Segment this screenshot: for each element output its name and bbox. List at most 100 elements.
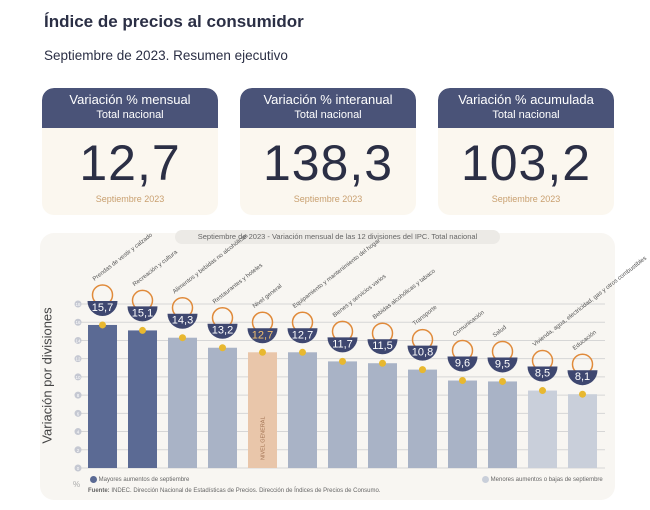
page-title: Índice de precios al consumidor: [44, 12, 304, 31]
card-scope: Total nacional: [294, 109, 362, 121]
y-tick-marker: [74, 446, 82, 454]
bar: [568, 394, 597, 468]
bar-top-dot: [299, 348, 306, 356]
y-tick-label: 16: [75, 320, 81, 325]
bar: [368, 363, 397, 468]
bar-value-label: 12,7: [252, 329, 273, 341]
value-bowl: [327, 337, 358, 353]
value-bowl: [127, 306, 158, 322]
bar-value-label: 8,1: [575, 371, 590, 383]
card-yearly: Variación % interanual Total nacional 138…: [240, 88, 416, 215]
y-tick-marker: [74, 355, 82, 363]
card-title: Variación % acumulada: [458, 92, 594, 107]
value-bowl: [487, 357, 518, 373]
bar: [208, 347, 237, 468]
y-tick-marker: [74, 391, 82, 399]
category-label: Transporte: [412, 304, 439, 327]
source-text: INDEC. Dirección Nacional de Estadística…: [111, 488, 381, 494]
card-scope: Total nacional: [492, 109, 560, 121]
y-tick-label: 10: [75, 375, 81, 380]
y-tick-label: 12: [75, 357, 81, 362]
bar: [128, 330, 157, 468]
legend-high: Mayores aumentos de septiembre: [90, 476, 189, 483]
category-label: Salud: [492, 325, 508, 339]
value-bowl: [407, 345, 438, 361]
y-tick-label: 8: [77, 393, 80, 398]
bar-top-dot: [339, 357, 346, 365]
value-bowl: [287, 328, 318, 344]
card-period: Septiembre 2023: [95, 194, 165, 204]
legend-low-swatch: [482, 476, 489, 483]
category-label: Comunicación: [452, 310, 486, 338]
bar: [528, 390, 557, 468]
bar-value-label: 13,2: [212, 325, 233, 337]
bar-top-dot: [539, 387, 546, 395]
bar-top-dot: [139, 326, 146, 334]
y-tick-marker: [74, 300, 82, 308]
chart-title: Septiembre de 2023 - Variación mensual d…: [175, 230, 500, 244]
bar-top-dot: [459, 377, 466, 385]
bar-value-label: 9,5: [495, 358, 510, 370]
category-label: Restaurantes y hoteles: [212, 263, 264, 306]
source-note: Fuente: INDEC. Dirección Nacional de Est…: [88, 488, 380, 494]
value-bowl: [367, 339, 398, 355]
bar: [448, 380, 477, 468]
category-label: Recreación y cultura: [132, 249, 179, 288]
bar-top-dot: [219, 344, 226, 352]
value-bowl: [447, 356, 478, 372]
bar-value-label: 11,7: [332, 338, 353, 350]
y-tick-label: 6: [77, 411, 80, 416]
category-label: Equipamiento y mantenimiento del hogar: [292, 238, 382, 310]
value-bowl: [527, 366, 558, 382]
y-tick-marker: [74, 464, 82, 472]
value-bowl: [567, 370, 598, 386]
y-tick-marker: [74, 373, 82, 381]
card-accumulated: Variación % acumulada Total nacional 103,…: [438, 88, 614, 215]
legend-low-label: Menores aumentos o bajas de septiembre: [490, 477, 603, 484]
general-level-label: NIVEL GENERAL: [261, 416, 267, 460]
y-tick-label: 14: [75, 338, 81, 343]
legend-high-swatch: [90, 476, 97, 483]
bar: [248, 352, 277, 468]
y-unit-label: %: [73, 480, 80, 489]
y-tick-label: 18: [75, 302, 81, 307]
bar: [168, 337, 197, 468]
legend-high-label: Mayores aumentos de septiembre: [98, 477, 190, 484]
bar-top-dot: [419, 366, 426, 374]
y-tick-label: 0: [77, 466, 80, 471]
bar-value-label: 10,8: [412, 347, 433, 359]
value-bowl: [247, 328, 278, 344]
bar: [88, 324, 117, 468]
bar-value-label: 9,6: [455, 358, 470, 370]
bar: [328, 361, 357, 468]
y-tick-marker: [74, 318, 82, 326]
bar-value-label: 11,5: [372, 340, 393, 352]
bar: [288, 352, 317, 468]
bar-value-label: 15,1: [132, 307, 153, 319]
bar-top-dot: [379, 359, 386, 367]
y-tick-marker: [74, 409, 82, 417]
value-bowl: [87, 300, 118, 316]
bar-top-dot: [259, 348, 266, 356]
card-value: 138,3: [262, 135, 394, 191]
card-title: Variación % interanual: [263, 92, 393, 107]
bar-top-dot: [499, 377, 506, 385]
bar-top-dot: [579, 390, 586, 398]
y-tick-label: 2: [77, 448, 80, 453]
bar-value-label: 12,7: [292, 329, 313, 341]
card-scope: Total nacional: [96, 109, 164, 121]
card-value: 103,2: [460, 135, 592, 191]
bar-top-dot: [99, 321, 106, 329]
bar: [488, 381, 517, 468]
legend-low: Menores aumentos o bajas de septiembre: [482, 476, 603, 483]
card-title: Variación % mensual: [69, 92, 191, 107]
card-monthly: Variación % mensual Total nacional 12,7 S…: [42, 88, 218, 215]
card-value: 12,7: [79, 135, 181, 191]
category-label: Nivel general: [252, 284, 283, 310]
bar-top-dot: [179, 334, 186, 342]
value-bowl: [207, 323, 238, 339]
value-bowl: [167, 313, 198, 329]
page-subtitle: Septiembre de 2023. Resumen ejecutivo: [44, 48, 288, 63]
bar: [408, 369, 437, 468]
